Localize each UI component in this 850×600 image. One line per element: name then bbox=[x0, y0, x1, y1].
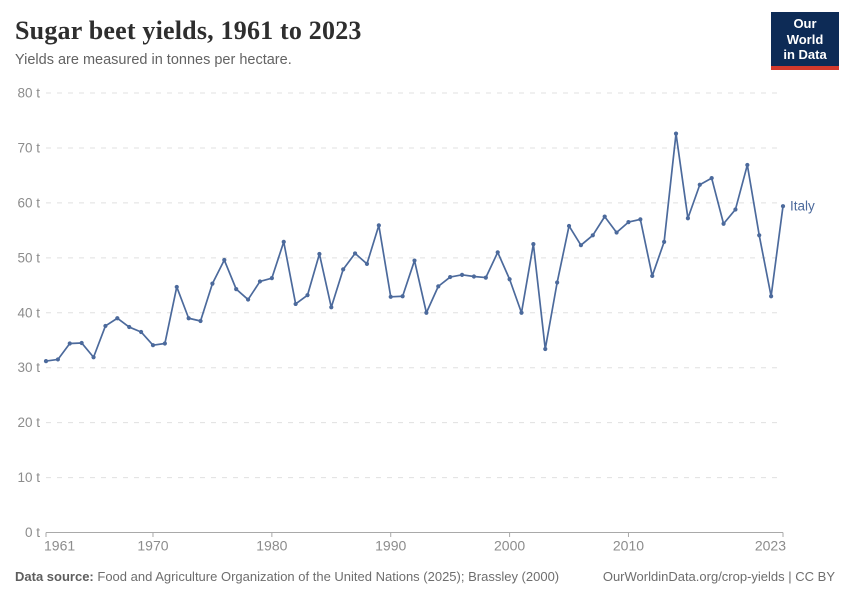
y-axis-tick-label: 30 t bbox=[17, 360, 40, 375]
y-axis-tick-label: 10 t bbox=[17, 470, 40, 485]
data-point-marker[interactable] bbox=[566, 223, 572, 229]
y-axis-tick-label: 40 t bbox=[17, 305, 40, 320]
x-axis-tick-label: 1980 bbox=[256, 538, 287, 554]
data-source-note: Data source: Food and Agriculture Organi… bbox=[15, 569, 559, 584]
data-point-marker[interactable] bbox=[531, 241, 536, 247]
owid-logo-text: Our World in Data bbox=[771, 12, 839, 66]
data-point-marker[interactable] bbox=[745, 162, 750, 168]
series-entity-label[interactable]: Italy bbox=[790, 199, 815, 214]
y-axis-tick-label: 20 t bbox=[17, 415, 40, 430]
data-point-marker[interactable] bbox=[543, 346, 548, 352]
data-point-marker[interactable] bbox=[91, 355, 96, 360]
data-source-text: Food and Agriculture Organization of the… bbox=[97, 569, 560, 584]
series-line[interactable] bbox=[45, 132, 784, 362]
data-point-marker[interactable] bbox=[127, 324, 132, 330]
footer-citation-link[interactable]: OurWorldinData.org/crop-yields | CC BY bbox=[602, 569, 835, 584]
x-axis-tick-label: 2010 bbox=[613, 538, 644, 554]
data-point-marker[interactable] bbox=[578, 243, 584, 248]
data-point-marker[interactable] bbox=[448, 274, 453, 280]
data-point-marker[interactable] bbox=[436, 284, 441, 289]
data-point-marker[interactable] bbox=[555, 280, 560, 285]
data-point-marker[interactable] bbox=[138, 329, 144, 335]
data-point-marker[interactable] bbox=[507, 277, 512, 282]
data-point-marker[interactable] bbox=[281, 239, 286, 244]
y-axis-tick-label: 80 t bbox=[17, 86, 40, 101]
data-point-marker[interactable] bbox=[650, 273, 655, 279]
data-point-marker[interactable] bbox=[67, 341, 72, 346]
data-point-marker[interactable] bbox=[269, 276, 274, 281]
data-point-marker[interactable] bbox=[234, 287, 239, 292]
chart-footer: Data source: Food and Agriculture Organi… bbox=[15, 569, 835, 584]
x-axis-tick-label: 2000 bbox=[494, 538, 525, 554]
y-axis-tick-label: 0 t bbox=[25, 525, 40, 540]
data-point-marker[interactable] bbox=[257, 279, 263, 284]
data-point-marker[interactable] bbox=[757, 233, 762, 238]
data-point-marker[interactable] bbox=[305, 293, 310, 298]
data-point-marker[interactable] bbox=[685, 216, 691, 221]
data-point-marker[interactable] bbox=[471, 274, 477, 279]
data-point-marker[interactable] bbox=[55, 357, 60, 362]
data-point-marker[interactable] bbox=[245, 297, 251, 302]
data-point-marker[interactable] bbox=[590, 233, 595, 238]
data-point-marker[interactable] bbox=[602, 214, 607, 219]
data-point-marker[interactable] bbox=[400, 294, 405, 299]
data-point-marker[interactable] bbox=[519, 310, 524, 315]
data-point-marker[interactable] bbox=[364, 261, 370, 266]
owid-logo-accent-bar bbox=[771, 65, 839, 70]
data-point-marker[interactable] bbox=[459, 272, 465, 277]
data-point-marker[interactable] bbox=[638, 217, 643, 222]
page-title: Sugar beet yields, 1961 to 2023 bbox=[15, 16, 362, 45]
data-point-marker[interactable] bbox=[673, 131, 679, 136]
owid-logo-line2: in Data bbox=[783, 47, 827, 62]
data-point-marker[interactable] bbox=[388, 294, 393, 299]
data-point-marker[interactable] bbox=[186, 316, 191, 321]
owid-logo-line1: Our World bbox=[786, 16, 824, 47]
data-point-marker[interactable] bbox=[43, 358, 49, 364]
x-axis-tick-label: 1970 bbox=[137, 538, 168, 554]
data-point-marker[interactable] bbox=[198, 318, 203, 324]
y-axis-tick-label: 70 t bbox=[17, 140, 40, 155]
data-point-marker[interactable] bbox=[352, 251, 358, 256]
x-axis-tick-label: 1990 bbox=[375, 538, 406, 554]
data-point-marker[interactable] bbox=[483, 275, 488, 280]
data-point-marker[interactable] bbox=[329, 305, 334, 310]
data-point-marker[interactable] bbox=[341, 267, 346, 272]
data-point-marker[interactable] bbox=[495, 250, 500, 255]
data-point-marker[interactable] bbox=[174, 284, 179, 290]
owid-logo[interactable]: Our World in Data bbox=[771, 12, 839, 70]
data-point-marker[interactable] bbox=[769, 294, 774, 299]
data-point-marker[interactable] bbox=[614, 230, 619, 235]
data-point-marker[interactable] bbox=[424, 310, 429, 315]
data-point-marker[interactable] bbox=[376, 223, 381, 228]
y-axis-tick-label: 60 t bbox=[17, 195, 40, 210]
data-point-marker[interactable] bbox=[709, 176, 714, 181]
data-point-marker[interactable] bbox=[733, 207, 738, 212]
data-point-marker[interactable] bbox=[79, 340, 84, 346]
y-axis-tick-label: 50 t bbox=[17, 250, 40, 265]
data-point-marker[interactable] bbox=[115, 316, 120, 321]
data-point-marker[interactable] bbox=[222, 257, 227, 263]
x-axis-tick-label: 2023 bbox=[755, 538, 786, 554]
data-point-marker[interactable] bbox=[162, 341, 167, 346]
x-axis-tick-label: 1961 bbox=[44, 538, 75, 554]
data-point-marker[interactable] bbox=[317, 251, 322, 257]
data-point-marker[interactable] bbox=[210, 281, 215, 286]
data-point-marker[interactable] bbox=[780, 204, 786, 209]
data-point-marker[interactable] bbox=[662, 239, 667, 244]
data-point-marker[interactable] bbox=[697, 182, 702, 187]
chart-subtitle: Yields are measured in tonnes per hectar… bbox=[15, 52, 292, 68]
data-source-label: Data source: bbox=[15, 569, 94, 584]
data-point-marker[interactable] bbox=[412, 258, 417, 263]
data-point-marker[interactable] bbox=[721, 221, 726, 226]
data-point-marker[interactable] bbox=[626, 220, 631, 225]
data-point-marker[interactable] bbox=[150, 343, 156, 348]
data-point-marker[interactable] bbox=[293, 301, 298, 307]
data-point-marker[interactable] bbox=[103, 323, 108, 329]
